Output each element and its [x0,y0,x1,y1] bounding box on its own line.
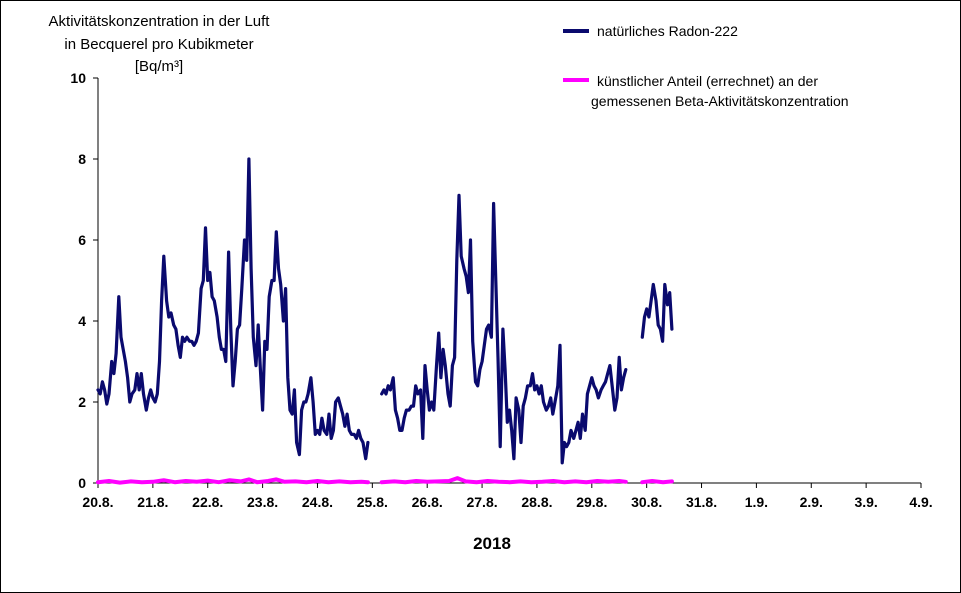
x-tick-label: 28.8. [521,494,552,510]
legend-label-artificial-line-1: künstlicher Anteil (errechnet) an der [597,73,818,89]
x-tick-label: 25.8. [357,494,388,510]
x-tick-label: 21.8. [137,494,168,510]
y-tick-label: 2 [78,394,86,410]
radon-series-line [380,193,628,465]
y-tick-label: 4 [78,313,86,329]
series-layer [96,157,674,485]
artificial-series-line [96,477,370,485]
x-tick-label: 22.8. [192,494,223,510]
y-tick-label: 0 [78,475,86,491]
x-tick-label: 27.8. [466,494,497,510]
x-tick-label: 1.9. [745,494,768,510]
x-tick-label: 23.8. [247,494,278,510]
y-axis-label-line: [Bq/m³] [135,58,183,75]
x-tick-label: 20.8. [82,494,113,510]
x-tick-label: 26.8. [412,494,443,510]
legend: natürliches Radon-222 künstlicher Anteil … [563,23,849,109]
x-tick-label: 2.9. [800,494,823,510]
y-tick-label: 8 [78,151,86,167]
x-tick-label: 31.8. [686,494,717,510]
radon-series-line [640,282,674,343]
artificial-series-line [640,479,674,485]
x-tick-label: 24.8. [302,494,333,510]
x-tick-label: 29.8. [576,494,607,510]
y-tick-label: 6 [78,232,86,248]
x-axis-label: 2018 [473,534,511,553]
axes: 0 2 4 6 8 10 20.8. 21.8. 22.8. 23.8. 24.8. 25.8. 26.… [70,70,932,510]
y-tick-label: 10 [70,70,86,86]
y-axis-label: Aktivitätskonzentration in der Luft in Be… [49,13,271,75]
y-axis-label-line: in Becquerel pro Kubikmeter [64,36,253,53]
x-tick-label: 30.8. [631,494,662,510]
artificial-series-line [379,476,628,485]
radon-series-line [96,157,370,461]
x-tick-label: 4.9. [909,494,932,510]
legend-label-artificial-line-2: gemessenen Beta-Aktivitätskonzentration [591,93,849,109]
y-axis-label-line: Aktivitätskonzentration in der Luft [49,13,271,30]
x-tick-label: 3.9. [854,494,877,510]
legend-label-radon: natürliches Radon-222 [597,23,738,39]
